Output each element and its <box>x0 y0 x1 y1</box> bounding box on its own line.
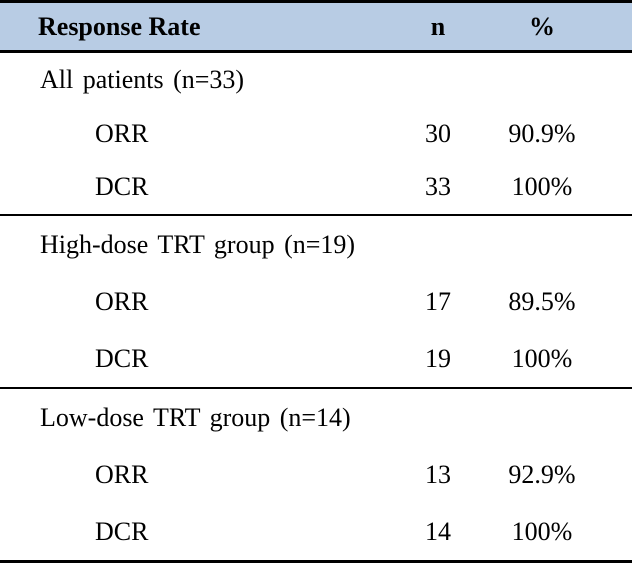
row-value-n: 13 <box>425 459 451 489</box>
row-value-n: 33 <box>425 172 451 202</box>
row-label-dcr: DCR <box>95 172 149 202</box>
row-value-n: 17 <box>425 286 451 316</box>
row-value-n: 14 <box>425 516 451 546</box>
row-label-dcr: DCR <box>95 516 149 546</box>
row-label-orr: ORR <box>95 459 149 489</box>
section-low-dose: Low-dose TRT group (n=14) ORR 13 92.9% D… <box>0 387 632 560</box>
header-percent: % <box>529 11 555 41</box>
section-title-row: Low-dose TRT group (n=14) <box>0 389 632 446</box>
table-header-row: Response Rate n % <box>0 3 632 53</box>
row-value-percent: 100% <box>511 172 573 202</box>
row-value-n: 30 <box>425 118 451 148</box>
section-low-dose-title: Low-dose TRT group (n=14) <box>40 402 351 432</box>
header-response-rate: Response Rate <box>38 11 201 41</box>
table-row: ORR 30 90.9% <box>0 107 632 161</box>
table-row: ORR 13 92.9% <box>0 446 632 503</box>
row-value-n: 19 <box>425 343 451 373</box>
row-value-percent: 90.9% <box>508 118 576 148</box>
row-value-percent: 100% <box>511 343 573 373</box>
row-value-percent: 100% <box>511 516 573 546</box>
row-value-percent: 89.5% <box>508 286 576 316</box>
section-all-patients-title: All patients (n=33) <box>40 64 245 94</box>
section-title-row: High-dose TRT group (n=19) <box>0 216 632 273</box>
table-row: ORR 17 89.5% <box>0 273 632 330</box>
section-title-row: All patients (n=33) <box>0 53 632 107</box>
row-label-dcr: DCR <box>95 343 149 373</box>
section-high-dose-title: High-dose TRT group (n=19) <box>40 229 356 259</box>
section-high-dose: High-dose TRT group (n=19) ORR 17 89.5% … <box>0 214 632 387</box>
header-n: n <box>430 11 446 41</box>
table-row: DCR 33 100% <box>0 160 632 214</box>
row-value-percent: 92.9% <box>508 459 576 489</box>
row-label-orr: ORR <box>95 286 149 316</box>
table-row: DCR 19 100% <box>0 330 632 387</box>
section-all-patients: All patients (n=33) ORR 30 90.9% DCR 33 … <box>0 53 632 214</box>
table-row: DCR 14 100% <box>0 503 632 560</box>
response-rate-table: Response Rate n % All patients (n=33) OR… <box>0 0 632 563</box>
row-label-orr: ORR <box>95 118 149 148</box>
